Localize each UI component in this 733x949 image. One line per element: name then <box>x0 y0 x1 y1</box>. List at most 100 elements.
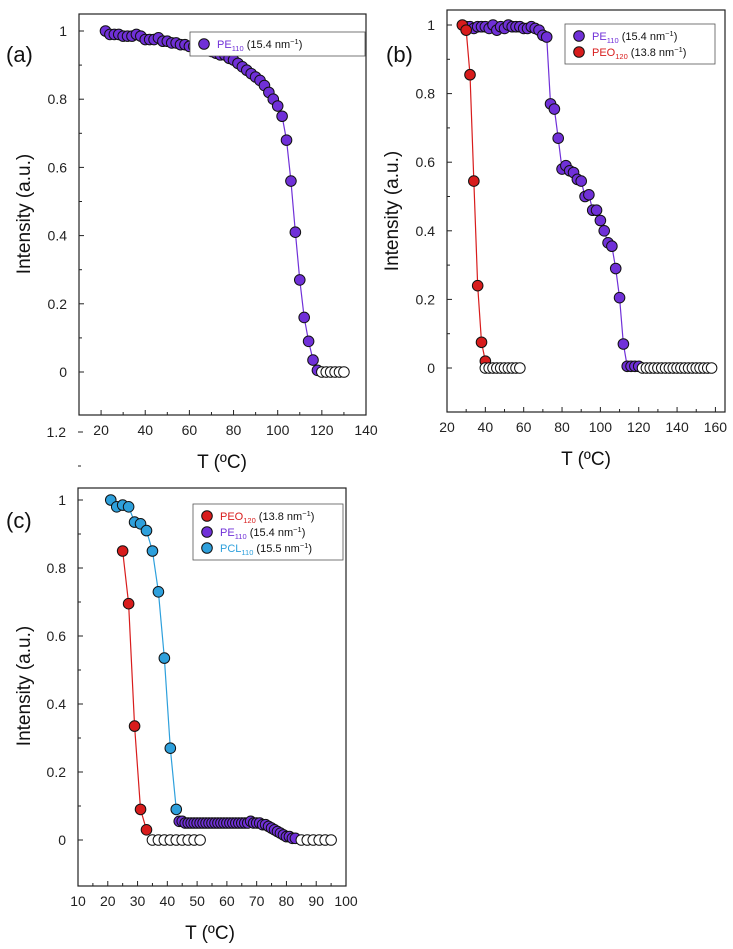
x-tick-label: 40 <box>137 422 153 438</box>
data-point-pe <box>302 335 315 348</box>
y-tick-label: 0.6 <box>416 154 436 170</box>
y-tick-label: 0.2 <box>48 296 68 312</box>
x-tick-label: 100 <box>589 419 613 435</box>
x-tick-label: 90 <box>308 893 324 909</box>
y-tick-label: 0.8 <box>416 86 436 102</box>
x-tick-label: 100 <box>266 422 290 438</box>
x-tick-label: 140 <box>354 422 378 438</box>
data-point-pcl <box>140 524 153 537</box>
x-tick-label: 20 <box>93 422 109 438</box>
data-point-pcl <box>170 803 183 816</box>
x-tick-label: 60 <box>219 893 235 909</box>
data-point-pcl <box>158 652 171 664</box>
data-point-pe <box>583 188 595 201</box>
x-tick-label: 140 <box>665 419 689 435</box>
x-tick-label: 100 <box>334 893 358 909</box>
legend-marker-pe <box>198 38 210 50</box>
x-tick-label: 20 <box>439 419 455 435</box>
y-tick-label: 0 <box>58 832 66 848</box>
x-tick-label: 50 <box>189 893 205 909</box>
data-point-peo <box>134 803 147 816</box>
x-tick-label: 120 <box>310 422 334 438</box>
legend-box <box>564 23 716 65</box>
legend-entry-peo: PEO120 (13.8 nm−1) <box>592 45 686 61</box>
y-tick-label: 0.4 <box>47 696 67 712</box>
plot-frame <box>78 13 367 416</box>
data-point-pe <box>271 100 284 112</box>
x-tick-label: 30 <box>130 893 146 909</box>
data-point-pe <box>276 110 288 123</box>
chart-panel-1: 20 40 60 80 100 120 140 0 0.2 0.4 0.6 0.8 1 1.2 T (ºC)… <box>6 13 378 473</box>
y-tick-label: 0.8 <box>47 560 67 576</box>
series-line-pe <box>105 30 318 371</box>
x-axis-label: T (ºC) <box>561 449 611 470</box>
data-point-pe <box>552 132 565 144</box>
legend-entry-pe: PE110 (15.4 nm−1) <box>592 29 677 45</box>
y-tick-label: 1 <box>59 23 67 39</box>
x-tick-label: 160 <box>704 419 728 435</box>
x-tick-label: 80 <box>554 419 570 435</box>
data-point-peo <box>122 597 135 610</box>
y-tick-label: 0.2 <box>416 291 436 307</box>
hollow-point <box>325 834 337 846</box>
data-point-peo <box>475 336 488 349</box>
x-tick-label: 80 <box>226 422 242 438</box>
data-point-peo <box>471 279 484 292</box>
data-point-pe <box>606 240 618 253</box>
legend-marker-pe <box>573 30 585 42</box>
legend-entry-pcl: PCL110 (15.5 nm−1) <box>220 541 312 557</box>
data-point-pe <box>598 225 611 237</box>
hollow-point <box>705 362 718 374</box>
y-tick-label: 0 <box>427 360 435 376</box>
hollow-point <box>194 834 206 846</box>
data-point-pe <box>548 103 561 115</box>
data-point-pcl <box>122 501 135 513</box>
data-point-peo <box>460 24 472 36</box>
y-tick-label: 0.2 <box>47 764 67 780</box>
x-tick-label: 60 <box>182 422 198 438</box>
legend-marker-pe <box>201 526 213 538</box>
data-point-pe <box>617 338 630 350</box>
data-point-pe <box>289 226 302 238</box>
y-tick-label: 0.6 <box>47 628 67 644</box>
y-tick-label: 0.4 <box>48 228 68 244</box>
legend-marker-peo <box>573 46 585 58</box>
data-point-peo <box>464 68 476 81</box>
data-point-pe <box>307 354 319 366</box>
data-point-pcl <box>146 545 159 557</box>
data-point-pe <box>540 31 553 43</box>
legend-marker-peo <box>201 510 213 522</box>
y-tick-label: 1 <box>427 17 435 33</box>
legend-entry-pe: PE110 (15.4 nm−1) <box>220 525 305 541</box>
y-tick-label: 0 <box>59 364 67 380</box>
x-tick-label: 20 <box>100 893 116 909</box>
x-tick-label: 60 <box>516 419 532 435</box>
series-line-pe <box>466 24 639 367</box>
x-tick-label: 40 <box>478 419 494 435</box>
data-point-peo <box>468 175 480 187</box>
y-tick-label: 1.2 <box>47 424 67 440</box>
data-point-peo <box>128 720 141 732</box>
data-point-pe <box>293 274 306 286</box>
y-axis-label: Intensity (a.u.) <box>14 154 35 274</box>
data-point-pe <box>298 311 310 324</box>
data-point-pcl <box>164 742 177 755</box>
data-point-pe <box>590 204 603 217</box>
legend-box <box>189 31 366 57</box>
data-point-pe <box>613 291 626 304</box>
data-point-peo <box>116 545 129 557</box>
hollow-point <box>338 366 350 378</box>
data-point-pe <box>594 214 607 227</box>
series-line-peo <box>122 550 148 830</box>
panel-label: (b) <box>386 42 413 67</box>
x-axis-label: T (ºC) <box>197 452 247 473</box>
hollow-point <box>514 362 526 374</box>
legend-entry-peo: PEO120 (13.8 nm−1) <box>220 509 314 525</box>
y-tick-label: 0.6 <box>48 159 68 175</box>
x-tick-label: 40 <box>160 893 176 909</box>
y-axis-label: Intensity (a.u.) <box>14 626 35 746</box>
data-point-pe <box>609 262 622 275</box>
x-axis-label: T (ºC) <box>185 923 235 944</box>
